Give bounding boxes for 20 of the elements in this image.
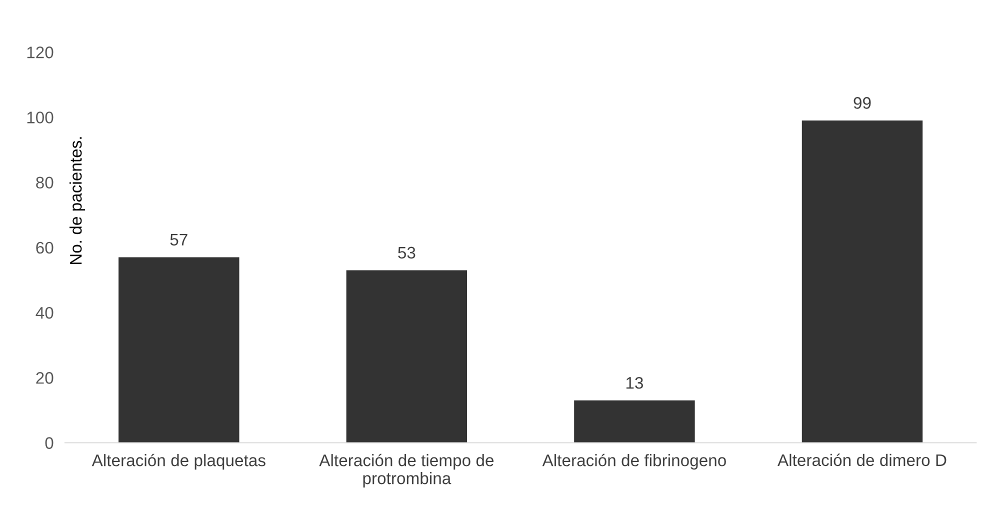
- x-tick-label: Alteración de dimero D: [778, 454, 946, 466]
- x-tick-label: Alteración de tiempo de protrombina: [319, 454, 494, 488]
- data-label: 13: [626, 377, 643, 389]
- data-label: 99: [854, 97, 871, 109]
- bar: [802, 120, 923, 443]
- y-tick-label: 120: [27, 46, 54, 58]
- y-tick-label: 80: [36, 176, 54, 189]
- y-tick-label: 60: [36, 242, 54, 254]
- x-tick-label: Alteración de plaquetas: [92, 454, 266, 470]
- x-tick-label: Alteración de fibrinogeno: [542, 454, 726, 470]
- bar: [574, 400, 695, 443]
- bar: [118, 257, 240, 443]
- y-tick-label: 0: [45, 437, 54, 449]
- data-label: 57: [170, 234, 188, 246]
- y-tick-label: 40: [36, 306, 54, 319]
- y-tick-label: 20: [36, 372, 54, 384]
- bar: [346, 270, 468, 443]
- y-tick-label: 100: [27, 112, 54, 124]
- y-axis-title: No. de pacientes.: [70, 137, 86, 264]
- data-label: 53: [398, 246, 416, 259]
